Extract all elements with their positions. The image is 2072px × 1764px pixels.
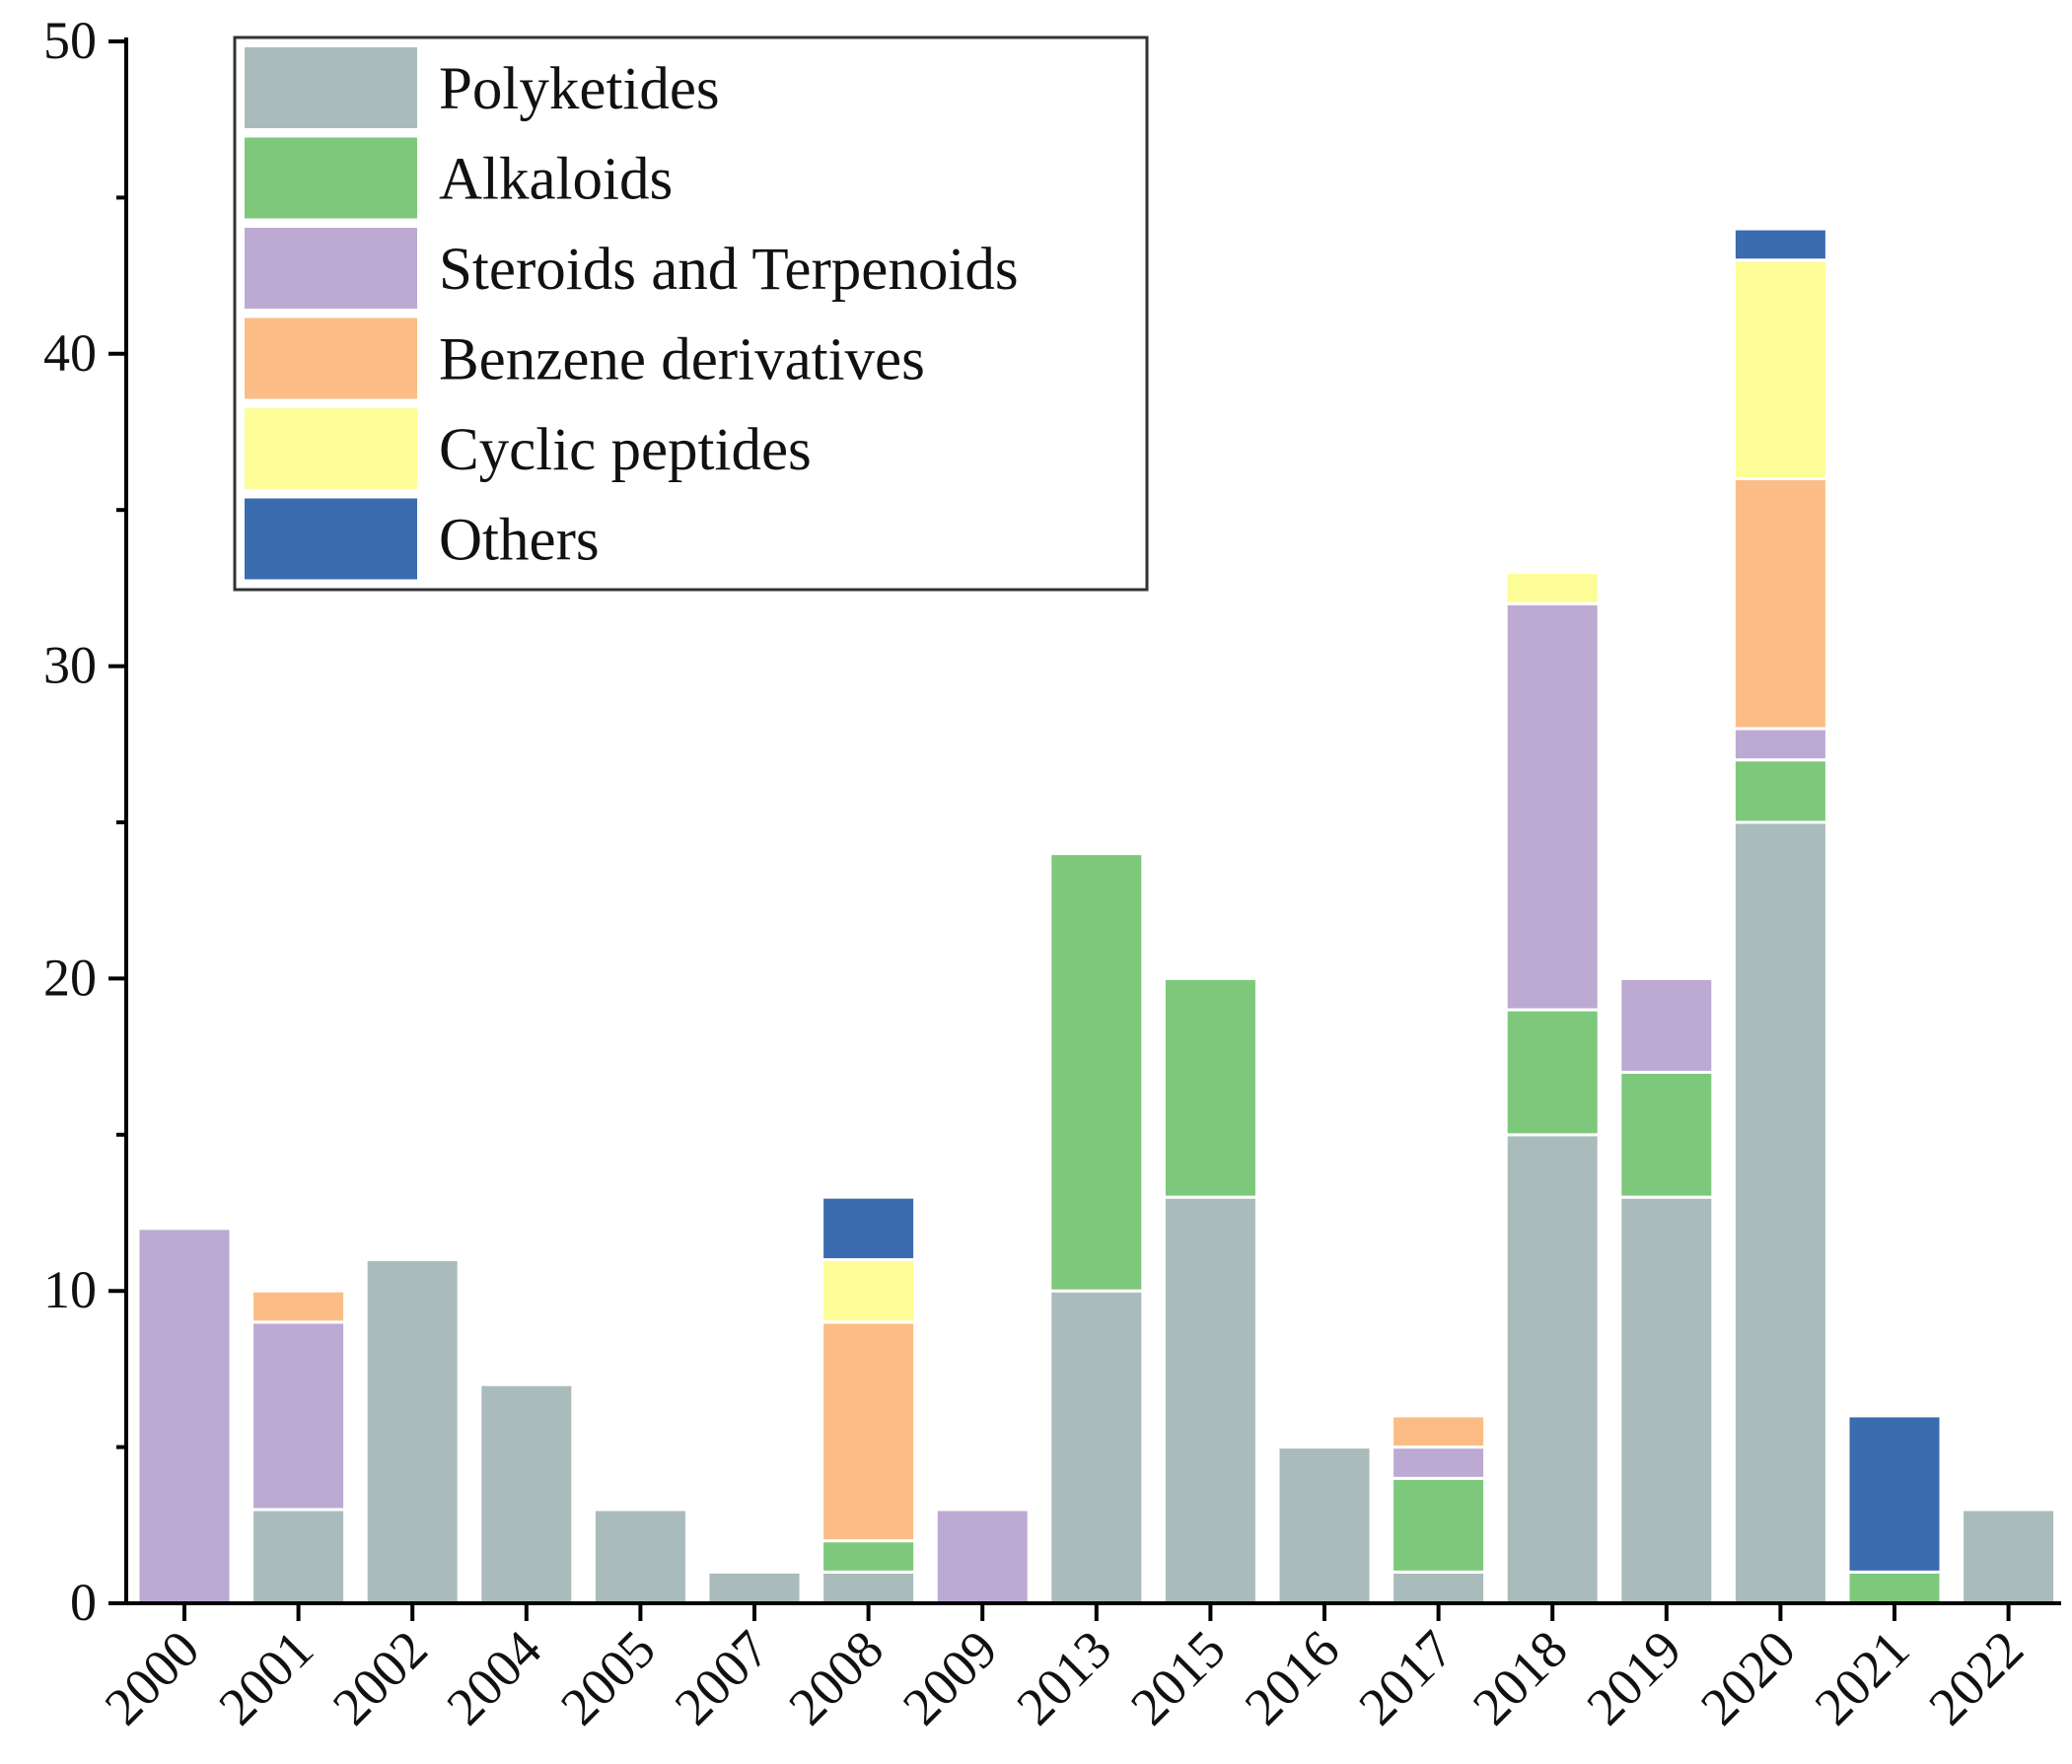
- bar-2001-benzene-derivatives: [250, 1289, 347, 1324]
- bar-2020-polyketides: [1732, 820, 1828, 1605]
- legend-label-cyclic-peptides: Cyclic peptides: [439, 417, 812, 483]
- bar-2009-steroids-and-terpenoids: [934, 1508, 1031, 1605]
- y-tick-label: 20: [43, 948, 97, 1007]
- bar-2016-polyketides: [1276, 1446, 1373, 1605]
- y-tick-label: 50: [43, 11, 97, 70]
- bar-2021-alkaloids: [1846, 1570, 1943, 1605]
- bar-2001-polyketides: [250, 1508, 347, 1605]
- legend-label-polyketides: Polyketides: [439, 56, 720, 122]
- bar-2020-cyclic-peptides: [1732, 258, 1828, 481]
- bar-2017-benzene-derivatives: [1391, 1414, 1487, 1449]
- x-tick-label-2002: 2002: [322, 1619, 439, 1736]
- bar-2019-alkaloids: [1618, 1070, 1715, 1199]
- bar-2019-steroids-and-terpenoids: [1618, 976, 1715, 1074]
- x-tick-label-2005: 2005: [549, 1619, 667, 1736]
- x-tick-label-2019: 2019: [1575, 1619, 1692, 1736]
- x-tick-label-2000: 2000: [94, 1619, 211, 1736]
- x-tick-label-2007: 2007: [664, 1619, 781, 1736]
- x-tick-label-2018: 2018: [1462, 1619, 1579, 1736]
- y-tick-label: 10: [43, 1260, 97, 1319]
- legend: Polyketides Alkaloids Steroids and Terpeno…: [233, 35, 1149, 592]
- bar-2002-polyketides: [364, 1258, 461, 1605]
- bar-2013-alkaloids: [1048, 852, 1145, 1293]
- bar-2018-cyclic-peptides: [1504, 571, 1601, 605]
- y-tick-label: 0: [70, 1573, 97, 1632]
- x-tick-label-2015: 2015: [1119, 1619, 1237, 1736]
- bar-2017-steroids-and-terpenoids: [1391, 1446, 1487, 1480]
- bar-2018-steroids-and-terpenoids: [1504, 601, 1601, 1012]
- bar-2015-polyketides: [1162, 1195, 1258, 1605]
- bar-2007-polyketides: [706, 1570, 803, 1605]
- bar-2022-polyketides: [1961, 1508, 2057, 1605]
- bar-2020-alkaloids: [1732, 758, 1828, 824]
- bar-2017-polyketides: [1391, 1570, 1487, 1605]
- legend-swatch-others: [245, 498, 417, 580]
- x-tick-label-2021: 2021: [1804, 1619, 1921, 1736]
- bar-2020-steroids-and-terpenoids: [1732, 727, 1828, 762]
- bar-2000-steroids-and-terpenoids: [136, 1227, 233, 1605]
- bar-2019-polyketides: [1618, 1195, 1715, 1605]
- bar-2008-benzene-derivatives: [821, 1320, 917, 1543]
- bar-2018-polyketides: [1504, 1133, 1601, 1605]
- legend-swatch-polyketides: [245, 47, 417, 128]
- bar-2001-steroids-and-terpenoids: [250, 1320, 347, 1512]
- bar-2005-polyketides: [592, 1508, 688, 1605]
- bar-2004-polyketides: [478, 1382, 575, 1605]
- bars-layer: [136, 227, 2057, 1605]
- x-tick-label-2017: 2017: [1347, 1619, 1465, 1736]
- x-tick-label-2009: 2009: [892, 1619, 1009, 1736]
- x-tick-label-2022: 2022: [1917, 1619, 2035, 1736]
- legend-label-steroids-and-terpenoids: Steroids and Terpenoids: [439, 237, 1019, 303]
- bar-2020-others: [1732, 227, 1828, 262]
- bar-2017-alkaloids: [1391, 1476, 1487, 1574]
- bar-2018-alkaloids: [1504, 1008, 1601, 1137]
- bar-2020-benzene-derivatives: [1732, 477, 1828, 731]
- bar-2013-polyketides: [1048, 1289, 1145, 1605]
- legend-box: [233, 35, 1149, 592]
- x-tick-label-2008: 2008: [777, 1619, 894, 1736]
- bar-2008-polyketides: [821, 1570, 917, 1605]
- x-tick-label-2013: 2013: [1005, 1619, 1122, 1736]
- legend-swatch-alkaloids: [245, 137, 417, 219]
- bar-2008-cyclic-peptides: [821, 1258, 917, 1324]
- bar-2021-others: [1846, 1414, 1943, 1574]
- x-tick-label-2004: 2004: [435, 1619, 552, 1736]
- legend-swatch-cyclic-peptides: [245, 408, 417, 489]
- x-tick-label-2001: 2001: [207, 1619, 324, 1736]
- legend-label-alkaloids: Alkaloids: [439, 147, 673, 213]
- legend-swatch-benzene-derivatives: [245, 318, 417, 399]
- bar-2015-alkaloids: [1162, 976, 1258, 1199]
- legend-label-others: Others: [439, 508, 600, 574]
- bar-2008-alkaloids: [821, 1539, 917, 1574]
- legend-label-benzene-derivatives: Benzene derivatives: [439, 327, 925, 393]
- y-tick-label: 40: [43, 323, 97, 383]
- legend-swatch-steroids-and-terpenoids: [245, 228, 417, 309]
- x-tick-label-2020: 2020: [1689, 1619, 1807, 1736]
- x-tick-label-2016: 2016: [1234, 1619, 1351, 1736]
- y-tick-label: 30: [43, 636, 97, 695]
- bar-2008-others: [821, 1195, 917, 1262]
